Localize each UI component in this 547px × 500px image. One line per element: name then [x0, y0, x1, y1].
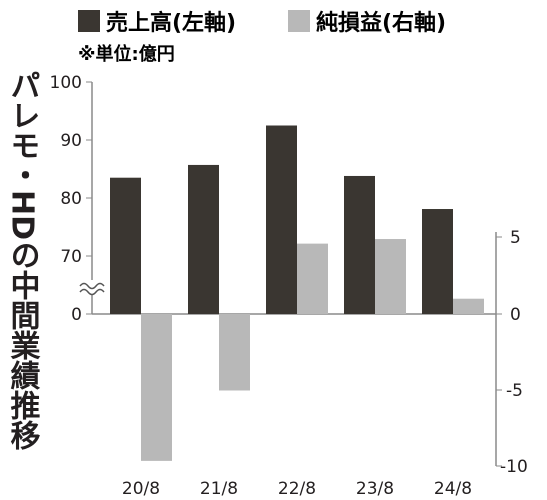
net-income-bar-20-8	[141, 314, 172, 461]
left-tick-label-100: 100	[50, 73, 82, 93]
sales-bar-22-8	[266, 125, 297, 314]
x-tick-label-21-8: 21/8	[200, 479, 238, 499]
x-tick-label-20-8: 20/8	[122, 479, 160, 499]
sales-bar-21-8	[188, 164, 219, 314]
right-axis-ticks: 5 0 -5 -10	[496, 228, 528, 477]
net-income-bar-21-8	[219, 314, 250, 391]
sales-bar-23-8	[344, 175, 375, 314]
x-tick-label-22-8: 22/8	[278, 479, 316, 499]
sales-bars	[110, 125, 453, 314]
left-tick-label-0: 0	[71, 305, 82, 325]
right-tick-label-minus5: -5	[506, 381, 523, 401]
sales-bar-20-8	[110, 177, 141, 314]
x-axis-labels: 20/8 21/8 22/8 23/8 24/8	[122, 479, 472, 499]
net-income-bar-22-8	[297, 243, 328, 314]
left-tick-label-80: 80	[60, 189, 82, 209]
right-tick-label-5: 5	[510, 228, 521, 248]
left-tick-label-90: 90	[60, 131, 82, 151]
legend-label-net-income: 純損益(右軸)	[316, 10, 446, 36]
right-tick-label-minus10: -10	[500, 457, 528, 477]
legend-label-sales: 売上高(左軸)	[106, 10, 236, 36]
net-income-bars	[141, 239, 484, 461]
left-tick-label-70: 70	[60, 247, 82, 267]
x-tick-label-23-8: 23/8	[356, 479, 394, 499]
legend-swatch-net-income	[288, 10, 310, 32]
x-tick-label-24-8: 24/8	[434, 479, 472, 499]
left-axis-ticks: 100 90 80 70 0	[50, 73, 92, 325]
net-income-bar-24-8	[453, 298, 484, 314]
sales-bar-24-8	[422, 209, 453, 314]
right-tick-label-0: 0	[510, 305, 521, 325]
axis-break-symbol	[79, 280, 105, 296]
legend-swatch-sales	[78, 10, 100, 32]
net-income-bar-23-8	[375, 239, 406, 314]
y-axis-title: パレモ・HDの中間業績推移	[5, 70, 41, 450]
unit-note: ※単位:億円	[78, 43, 175, 65]
